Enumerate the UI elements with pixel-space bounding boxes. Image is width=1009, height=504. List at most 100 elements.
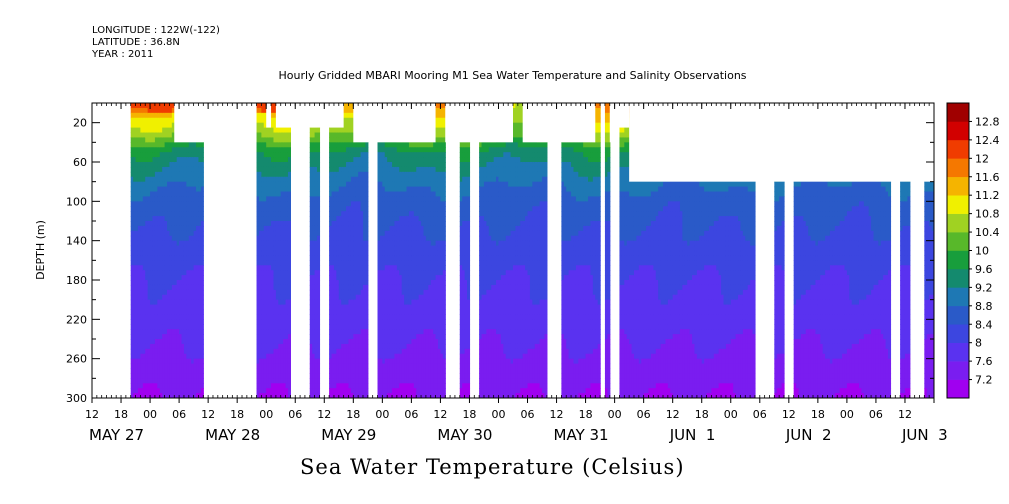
x-tick-label: 00 — [840, 408, 854, 421]
colorbar-label: 12 — [975, 152, 989, 165]
colorbar-swatch — [947, 158, 969, 178]
x-tick-label: 12 — [666, 408, 680, 421]
colorbar-label: 8.4 — [975, 318, 993, 331]
y-tick-label: 300 — [66, 392, 87, 405]
x-tick-label: 12 — [782, 408, 796, 421]
x-tick-label: 00 — [143, 408, 157, 421]
x-tick-label: 12 — [550, 408, 564, 421]
x-tick-label: 06 — [288, 408, 302, 421]
x-tick-label: 18 — [462, 408, 476, 421]
x-date-label: MAY 31 — [554, 426, 609, 444]
x-tick-label: 12 — [201, 408, 215, 421]
x-tick-label: 00 — [491, 408, 505, 421]
x-tick-label: 06 — [869, 408, 883, 421]
x-tick-label: 06 — [637, 408, 651, 421]
colorbar-swatch — [947, 195, 969, 214]
x-date-label: MAY 27 — [89, 426, 144, 444]
y-tick-label: 20 — [73, 117, 87, 130]
year-label: YEAR : 2011 — [92, 49, 154, 60]
x-tick-label: 06 — [753, 408, 767, 421]
x-tick-label: 00 — [259, 408, 273, 421]
data-segment-7 — [561, 103, 601, 398]
temperature-chart: 12 18 00 06 12 18 00 06 12 18 00 06 12 18 00 06 12 18 00 06… — [34, 102, 1000, 444]
x-date-label: JUN 1 — [669, 426, 716, 444]
colorbar-swatch — [947, 287, 969, 307]
colorbar-label: 8 — [975, 337, 982, 350]
colorbar-label: 11.6 — [975, 171, 1000, 184]
colorbar-swatch — [947, 379, 969, 399]
y-tick-label: 260 — [66, 353, 87, 366]
colorbar-swatch — [947, 324, 969, 343]
x-tick-label: 18 — [695, 408, 709, 421]
data-segment-9 — [619, 103, 756, 398]
x-tick-label: 12 — [317, 408, 331, 421]
colorbar-swatch — [947, 268, 969, 288]
y-tick-label: 180 — [66, 274, 87, 287]
colorbar-swatch — [947, 121, 969, 141]
missing-region-7 — [614, 103, 630, 128]
chart-title: Hourly Gridded MBARI Mooring M1 Sea Wate… — [278, 69, 747, 82]
colorbar-label: 7.2 — [975, 374, 993, 387]
latitude-label: LATITUDE : 36.8N — [92, 37, 180, 48]
colorbar-label: 10.8 — [975, 208, 1000, 221]
data-segment-5 — [459, 103, 471, 398]
colorbar-swatch — [947, 103, 969, 122]
x-tick-label: 00 — [608, 408, 622, 421]
data-segment-3 — [329, 103, 369, 398]
x-tick-label: 18 — [230, 408, 244, 421]
colorbar-swatch — [947, 232, 969, 251]
y-tick-label: 140 — [66, 235, 87, 248]
x-tick-label: 18 — [579, 408, 593, 421]
x-tick-label: 18 — [346, 408, 360, 421]
x-axis-label: Sea Water Temperature (Celsius) — [300, 455, 685, 479]
x-date-label: MAY 28 — [205, 426, 260, 444]
missing-region-6 — [609, 103, 615, 143]
x-date-label: JUN 2 — [785, 426, 832, 444]
x-tick-label: 06 — [172, 408, 186, 421]
x-tick-label: 18 — [811, 408, 825, 421]
colorbar-label: 12.8 — [975, 115, 1000, 128]
data-segment-1 — [256, 103, 291, 398]
y-axis-label: DEPTH (m) — [34, 220, 47, 280]
y-tick-label: 60 — [73, 156, 87, 169]
missing-region-4 — [445, 103, 513, 143]
colorbar-label: 9.6 — [975, 263, 993, 276]
colorbar-swatch — [947, 342, 969, 362]
y-tick-label: 100 — [66, 195, 87, 208]
colorbar-label: 12.4 — [975, 134, 1000, 147]
colorbar-label: 9.2 — [975, 281, 993, 294]
x-tick-label: 06 — [521, 408, 535, 421]
colorbar-label: 8.8 — [975, 300, 993, 313]
colorbar-swatch — [947, 176, 969, 196]
longitude-label: LONGITUDE : 122W(-122) — [92, 25, 220, 36]
x-tick-label: 18 — [114, 408, 128, 421]
x-tick-label: 12 — [898, 408, 912, 421]
data-segment-6 — [479, 103, 548, 398]
colorbar-label: 10.4 — [975, 226, 1000, 239]
x-tick-label: 06 — [404, 408, 418, 421]
colorbar-label: 11.2 — [975, 189, 1000, 202]
data-segment-2 — [309, 103, 321, 398]
colorbar-swatch — [947, 213, 969, 233]
x-tick-label: 00 — [724, 408, 738, 421]
colorbar-swatch — [947, 305, 969, 325]
colorbar-swatch — [947, 361, 969, 380]
x-tick-label: 12 — [433, 408, 447, 421]
colorbar-label: 10 — [975, 245, 989, 258]
data-segment-4 — [377, 103, 446, 398]
missing-region-3 — [353, 103, 436, 143]
x-tick-label: 00 — [375, 408, 389, 421]
colorbar-swatch — [947, 250, 969, 270]
missing-region-2 — [275, 103, 344, 128]
x-tick-label: 12 — [85, 408, 99, 421]
colorbar-swatch — [947, 139, 969, 159]
missing-region-8 — [629, 103, 934, 182]
missing-region-0 — [174, 103, 257, 143]
x-date-label: MAY 30 — [437, 426, 492, 444]
x-date-label: MAY 29 — [321, 426, 376, 444]
missing-region-1 — [266, 103, 272, 128]
data-segment-0 — [130, 103, 204, 398]
data-segment-8 — [604, 103, 611, 398]
missing-region-5 — [522, 103, 596, 143]
colorbar-label: 7.6 — [975, 355, 993, 368]
